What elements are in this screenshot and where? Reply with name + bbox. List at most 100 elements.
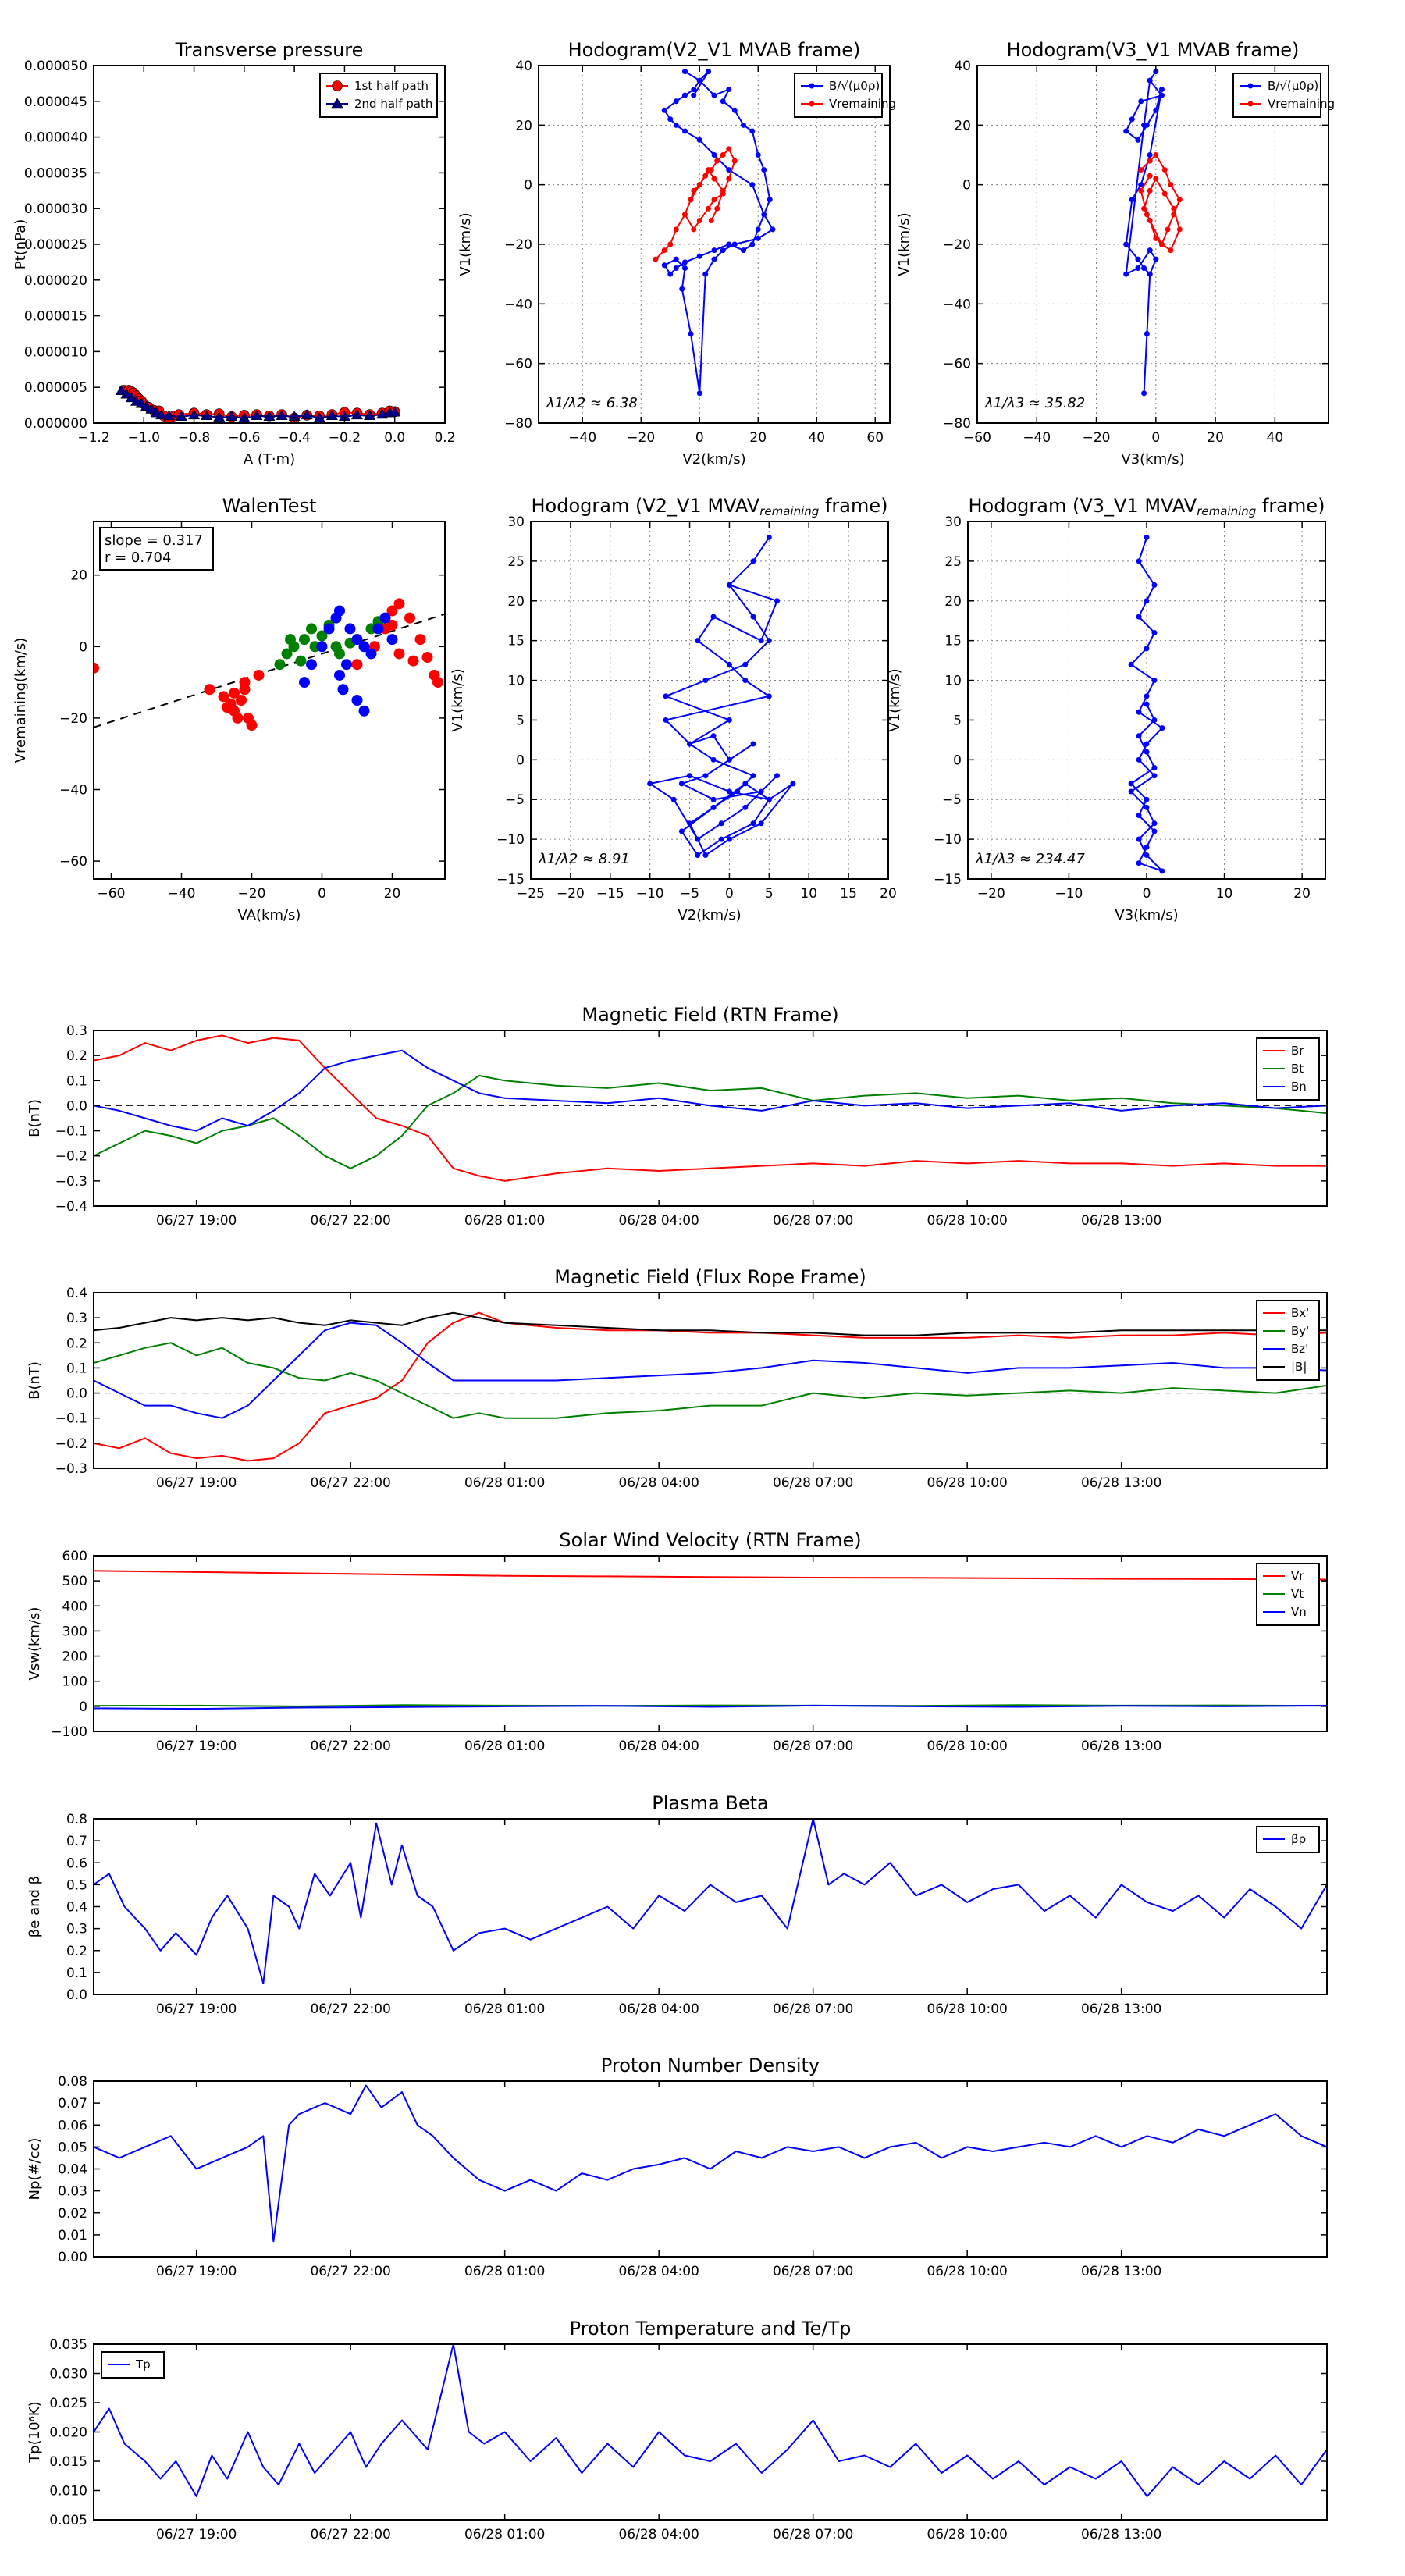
x-axis-label: V2(km/s) bbox=[678, 907, 741, 923]
y-axis-label: Vremaining(km/s) bbox=[12, 638, 29, 763]
series-bx--line bbox=[94, 1311, 1327, 1462]
legend-marker bbox=[332, 80, 343, 91]
y-tick-label: 600 bbox=[62, 1549, 87, 1564]
x-tick-label: 20 bbox=[1207, 430, 1224, 446]
y-tick-label: 20 bbox=[515, 118, 532, 133]
y-tick-label: 100 bbox=[62, 1674, 87, 1690]
y-axis-label: βe and β bbox=[27, 1876, 43, 1937]
x-tick-label: 06/28 04:00 bbox=[618, 2527, 699, 2542]
y-tick-label: −5 bbox=[505, 792, 525, 808]
data-point bbox=[726, 836, 732, 842]
y-axis-label: V1(km/s) bbox=[450, 668, 466, 731]
data-point bbox=[1153, 235, 1159, 241]
data-point bbox=[1138, 167, 1144, 173]
data-point bbox=[201, 410, 213, 421]
data-point bbox=[702, 852, 709, 858]
data-point bbox=[162, 410, 175, 421]
legend: βp bbox=[1256, 1826, 1320, 1853]
data-point bbox=[1168, 182, 1174, 188]
y-tick-label: −60 bbox=[59, 854, 87, 870]
x-tick-label: −20 bbox=[977, 886, 1005, 902]
x-tick-label: 40 bbox=[1267, 430, 1284, 446]
data-point bbox=[1147, 77, 1153, 84]
data-point bbox=[1147, 173, 1153, 179]
x-tick-label: −25 bbox=[517, 886, 545, 902]
data-point bbox=[1147, 158, 1153, 164]
y-tick-label: 5 bbox=[516, 713, 525, 728]
data-point bbox=[688, 331, 694, 336]
chart-proton_temperature: Proton Temperature and Te/Tp 06/27 19:00 0… bbox=[27, 2318, 1328, 2542]
data-point bbox=[710, 756, 717, 763]
legend: Br Bt Bn bbox=[1256, 1037, 1320, 1101]
y-tick-label: 0.4 bbox=[66, 1900, 87, 1916]
x-tick-label: 15 bbox=[840, 886, 857, 902]
scatter-point bbox=[330, 641, 342, 653]
series-br-line bbox=[94, 1034, 1327, 1182]
x-tick-label: 06/28 04:00 bbox=[618, 1738, 699, 1754]
data-point bbox=[695, 836, 701, 842]
x-tick-label: 06/28 04:00 bbox=[618, 1213, 699, 1229]
x-tick-label: −60 bbox=[963, 430, 991, 446]
data-point bbox=[750, 614, 756, 620]
data-point bbox=[710, 614, 717, 620]
data-point bbox=[688, 197, 694, 203]
data-point bbox=[1147, 187, 1153, 194]
data-point bbox=[1158, 241, 1165, 247]
data-point bbox=[661, 247, 667, 254]
data-point bbox=[661, 107, 667, 113]
scatter-point bbox=[404, 612, 415, 624]
chart-title-main: Hodogram(V3_V1 MVAB frame) bbox=[1007, 39, 1300, 61]
data-point bbox=[702, 271, 709, 277]
scatter-point bbox=[316, 641, 328, 653]
y-tick-label: −40 bbox=[504, 297, 532, 312]
series-layer bbox=[647, 534, 796, 858]
y-tick-label: 25 bbox=[944, 554, 962, 570]
data-point bbox=[742, 661, 749, 667]
y-tick-label: 15 bbox=[944, 634, 962, 649]
chart-hodogram_v3_mvab: Hodogram(V3_V1 MVAB frame) −60 −40 −20 0 20 40… bbox=[896, 39, 1335, 468]
chart-mag_fluxrope: Magnetic Field (Flux Rope Frame) 06/27 19… bbox=[27, 1266, 1328, 1491]
y-tick-label: −20 bbox=[504, 237, 532, 253]
y-tick-label: −20 bbox=[59, 711, 87, 727]
y-tick-label: 20 bbox=[954, 118, 971, 133]
x-tick-label: −10 bbox=[1055, 886, 1083, 902]
chart-hodogram_v3_mvav: Hodogram (V3_V1 MVAVremaining frame)−20−… bbox=[887, 495, 1326, 923]
legend: Vr Vt Vn bbox=[1256, 1563, 1320, 1626]
x-tick-label: −20 bbox=[627, 430, 655, 446]
y-tick-label: −40 bbox=[943, 297, 971, 312]
ratio-annotation: λ1/λ2 ≈ 8.91 bbox=[538, 851, 630, 867]
x-tick-label: 06/27 22:00 bbox=[310, 2264, 390, 2279]
chart-title: WalenTest bbox=[222, 495, 317, 517]
data-point bbox=[711, 256, 717, 262]
x-tick-label: −40 bbox=[568, 430, 596, 446]
series-bn-line bbox=[94, 1049, 1327, 1132]
data-point bbox=[755, 235, 761, 241]
x-tick-label: 0.0 bbox=[384, 430, 405, 446]
scatter-point bbox=[379, 612, 391, 624]
data-point bbox=[1147, 247, 1153, 254]
chart-mag_rtn: Magnetic Field (RTN Frame) 06/27 19:00 06/… bbox=[27, 1004, 1328, 1229]
x-tick-label: −0.6 bbox=[228, 430, 260, 446]
data-point bbox=[1136, 756, 1142, 763]
data-point bbox=[766, 796, 772, 802]
data-point bbox=[1129, 116, 1135, 123]
series-layer bbox=[94, 598, 443, 731]
data-point bbox=[1141, 265, 1147, 272]
data-point bbox=[741, 122, 746, 128]
y-tick-label: 0 bbox=[524, 178, 532, 194]
series-vn-line bbox=[94, 1704, 1327, 1710]
x-tick-label: 06/28 07:00 bbox=[773, 2264, 853, 2279]
data-point bbox=[720, 98, 726, 105]
x-tick-label: 06/28 07:00 bbox=[773, 1738, 853, 1754]
legend-box bbox=[794, 73, 883, 118]
scatter-point bbox=[94, 662, 99, 674]
y-tick-label: 0.000030 bbox=[24, 201, 87, 217]
chart-proton_density: Proton Number Density 06/27 19:00 06/27 22… bbox=[27, 2055, 1328, 2279]
scatter-point bbox=[323, 623, 335, 635]
x-tick-label: 06/28 10:00 bbox=[927, 2001, 1007, 2017]
y-tick-label: 0.2 bbox=[66, 1944, 87, 1959]
data-point bbox=[661, 262, 667, 269]
x-tick-label: 5 bbox=[765, 886, 774, 902]
y-tick-label: −60 bbox=[504, 357, 532, 372]
data-point bbox=[1136, 614, 1142, 620]
